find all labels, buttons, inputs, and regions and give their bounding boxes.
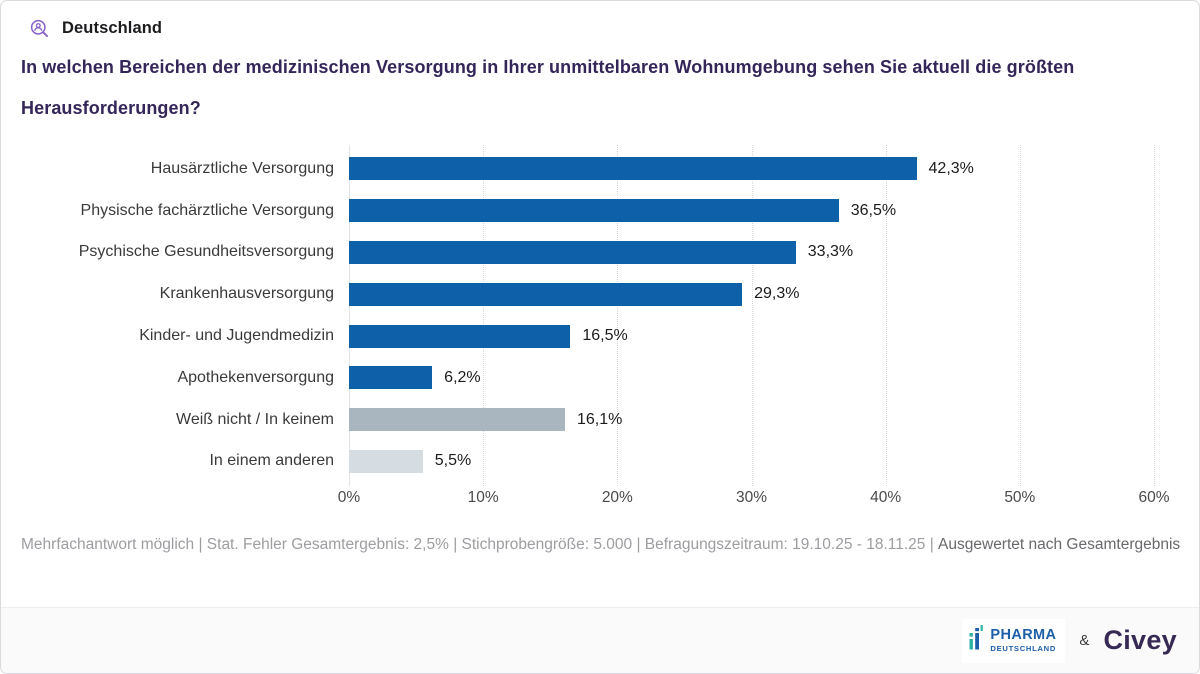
bottom-bar: PHARMA DEUTSCHLAND & Civey (1, 607, 1199, 673)
chart-row: Weiß nicht / In keinem 16,1% (21, 399, 1181, 441)
chart-row: Kinder- und Jugendmedizin 16,5% (21, 315, 1181, 357)
x-tick-label: 50% (1004, 489, 1036, 507)
category-label: In einem anderen (209, 452, 334, 470)
chart-row: In einem anderen 5,5% (21, 441, 1181, 483)
bar-area: 42,3% (349, 148, 1181, 190)
chart-row: Hausärztliche Versorgung 42,3% (21, 148, 1181, 190)
bar (349, 157, 917, 181)
x-axis: 0% 10% 20% 30% 40% 50% 60% (338, 489, 1170, 511)
category-label: Krankenhausversorgung (159, 285, 334, 303)
bar (349, 366, 433, 390)
footer-meta: Mehrfachantwort möglich | Stat. Fehler G… (21, 530, 1183, 560)
pharma-wordmark: PHARMA DEUTSCHLAND (990, 628, 1056, 652)
civey-logo[interactable]: Civey (1103, 625, 1177, 655)
bar-area: 36,5% (349, 190, 1181, 232)
bar (349, 449, 423, 473)
bar-chart: Hausärztliche Versorgung 42,3% Physische f… (21, 145, 1181, 511)
region-label: Deutschland (62, 19, 163, 37)
bar-area: 16,5% (349, 315, 1181, 357)
bar (349, 408, 565, 432)
bar (349, 199, 839, 223)
pharma-bottom-text: DEUTSCHLAND (990, 643, 1057, 653)
chart-row: Physische fachärztliche Versorgung 36,5% (21, 190, 1181, 232)
pharma-icon (969, 624, 984, 657)
value-label: 42,3% (928, 159, 974, 177)
question-title: In welchen Bereichen der medizinischen V… (21, 57, 1075, 118)
category-label: Hausärztliche Versorgung (150, 159, 334, 177)
bar (349, 240, 796, 264)
value-label: 29,3% (754, 285, 800, 303)
value-label: 36,5% (850, 201, 897, 219)
header: Deutschland (29, 18, 162, 39)
value-label: 16,1% (577, 410, 623, 428)
category-label: Apothekenversorgung (177, 368, 334, 386)
bar-area: 33,3% (349, 232, 1181, 274)
value-label: 6,2% (444, 368, 481, 386)
value-label: 16,5% (582, 327, 628, 345)
category-label: Weiß nicht / In keinem (176, 410, 334, 428)
x-tick-label: 0% (337, 489, 361, 507)
bar-area: 5,5% (349, 441, 1181, 483)
category-label: Kinder- und Jugendmedizin (139, 327, 334, 345)
bar-area: 16,1% (349, 399, 1181, 441)
bar-area: 6,2% (349, 357, 1181, 399)
ampersand: & (1079, 632, 1090, 649)
bar (349, 282, 743, 306)
pharma-deutschland-logo[interactable]: PHARMA DEUTSCHLAND (962, 618, 1066, 663)
value-label: 5,5% (434, 452, 472, 470)
category-label: Physische fachärztliche Versorgung (80, 201, 334, 219)
audience-search-icon (29, 18, 50, 39)
x-tick-label: 30% (735, 489, 768, 507)
chart-row: Krankenhausversorgung 29,3% (21, 273, 1181, 315)
chart-row: Psychische Gesundheitsversorgung 33,3% (21, 232, 1181, 274)
bar (349, 324, 571, 348)
chart-row: Apothekenversorgung 6,2% (21, 357, 1181, 399)
meta-text: Mehrfachantwort möglich | Stat. Fehler G… (21, 536, 939, 553)
x-tick-label: 60% (1138, 489, 1170, 507)
chart-rows: Hausärztliche Versorgung 42,3% Physische f… (21, 148, 1181, 482)
x-tick-label: 40% (870, 489, 902, 507)
category-label: Psychische Gesundheitsversorgung (78, 243, 334, 261)
x-tick-label: 20% (601, 489, 633, 507)
x-tick-label: 10% (467, 489, 499, 507)
pharma-top-text: PHARMA (990, 627, 1057, 644)
value-label: 33,3% (807, 243, 854, 261)
evaluated-by-label[interactable]: Ausgewertet nach Gesamtergebnis (938, 536, 1181, 553)
bar-area: 29,3% (349, 273, 1181, 315)
